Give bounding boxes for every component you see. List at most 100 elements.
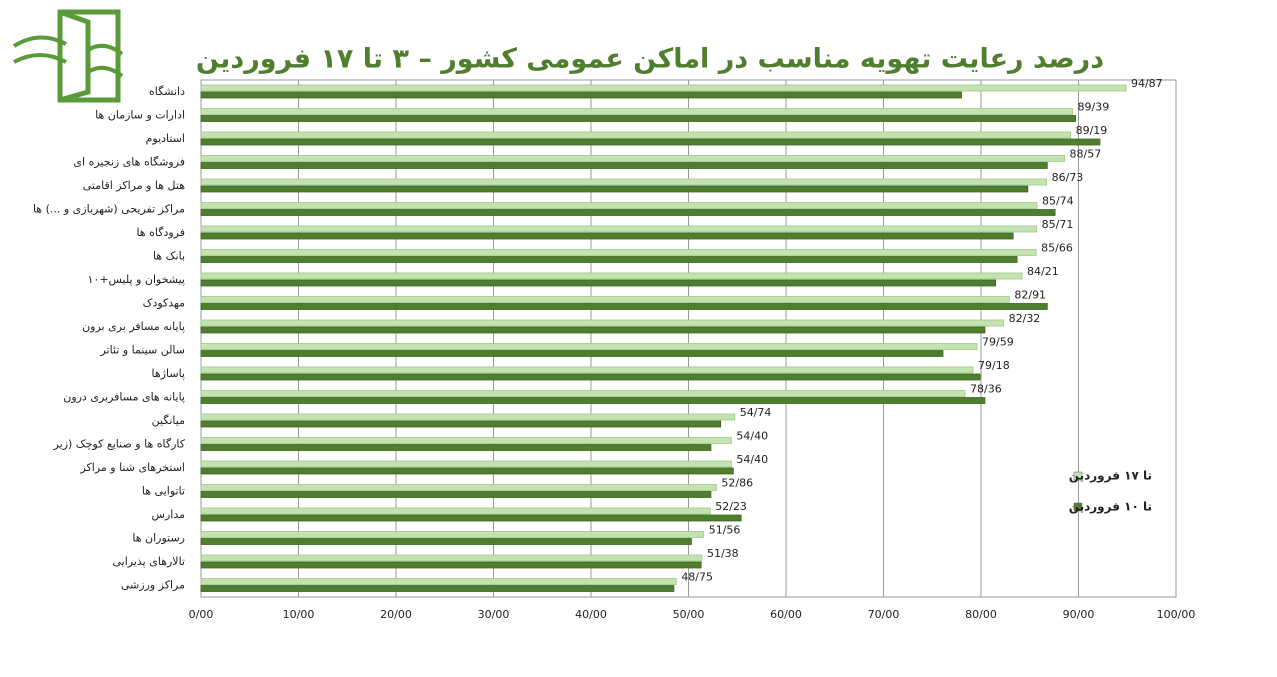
y-tick-label: میانگین [152,414,186,427]
bar [200,303,1048,310]
y-tick-label: استخرهای شنا و مراکز [79,461,185,474]
value-label: 94/87 [1131,77,1163,90]
bar [200,115,1076,122]
bar [200,279,997,287]
bar [200,444,712,451]
y-tick-label: پیشخوان و پلیس+۱۰ [87,273,185,286]
bar [200,585,675,592]
bar [200,491,712,498]
value-label: 89/39 [1078,101,1110,114]
y-tick-label: تاتوایی ها [142,484,185,497]
bar [200,561,702,569]
value-label: 86/73 [1052,171,1084,184]
y-tick-label: پایانه مسافر بری برون [82,320,185,333]
bar [200,578,677,585]
bar [200,319,1005,327]
value-label: 52/23 [715,500,747,513]
bar [200,554,703,562]
y-tick-label: پایانه های مسافربری درون [63,390,185,403]
value-label: 79/59 [982,336,1014,349]
value-label: 88/57 [1070,148,1102,161]
x-tick-label: 60/00 [770,608,802,621]
value-label: 54/40 [736,453,768,466]
x-tick-label: 20/00 [380,608,412,621]
bar [200,84,1127,92]
value-label: 54/40 [736,430,768,443]
x-tick-label: 40/00 [575,608,607,621]
bar [200,209,1056,216]
x-tick-label: 100/00 [1157,608,1196,621]
bar [200,420,722,428]
bar [200,413,736,421]
bar [200,507,711,515]
bar [200,397,986,404]
y-tick-label: هتل ها و مراکز اقامتی [83,179,185,192]
bar [200,272,1023,280]
bar [200,343,978,350]
value-label: 85/74 [1042,195,1074,208]
y-tick-label: مدارس [152,508,186,521]
y-tick-label: کارگاه ها و صنایع کوچک (زیر [53,437,186,450]
bar [200,225,1038,233]
legend-text: تا ۱۰ فروردین [1069,500,1152,515]
bar [200,326,986,334]
x-tick-label: 80/00 [965,608,997,621]
bar [200,131,1072,139]
bar [200,350,944,357]
x-tick-label: 90/00 [1063,608,1095,621]
bar [200,108,1073,115]
bar [200,390,966,397]
value-label: 82/32 [1009,312,1041,325]
value-label: 52/86 [721,477,753,490]
value-label: 84/21 [1027,265,1059,278]
bar [200,185,1029,193]
value-label: 54/74 [740,406,772,419]
legend-swatch [1073,471,1083,481]
bar [200,138,1101,146]
chart-title: درصد رعایت تهویه مناسب در اماکن عمومی کش… [196,44,1104,75]
y-tick-label: سالن سینما و تئاتر [99,343,185,356]
value-label: 85/66 [1041,242,1073,255]
bar [200,162,1048,169]
bar [200,373,981,381]
value-label: 51/38 [707,547,739,560]
legend-text: تا ۱۷ فروردین [1069,469,1152,484]
y-tick-label: بانک ها [153,249,185,262]
y-tick-label: فرودگاه ها [136,226,185,239]
value-label: 89/19 [1076,124,1108,137]
y-tick-label: مراکز تفریحی (شهربازی و ...) ها [33,202,185,215]
value-label: 85/71 [1042,218,1074,231]
bar [200,467,734,475]
bar [200,256,1018,263]
y-tick-label: ادارات و سازمان ها [95,108,185,121]
bar [200,437,732,444]
y-tick-label: رستوران ها [132,531,185,544]
value-label: 51/56 [709,524,741,537]
x-tick-label: 0/00 [189,608,214,621]
y-tick-label: تالارهای پذیرایی [112,555,185,568]
bar [200,514,742,522]
y-tick-label: فروشگاه های زنجیره ای [73,155,185,168]
legend-swatch [1073,502,1083,512]
bar [200,538,692,545]
x-tick-label: 30/00 [478,608,510,621]
bar [200,91,962,99]
y-tick-label: مراکز ورزشی [121,578,185,591]
bar [200,460,732,468]
bar [200,484,717,491]
logo [12,9,124,103]
x-tick-label: 10/00 [283,608,315,621]
value-label: 48/75 [681,571,713,584]
x-tick-label: 50/00 [673,608,705,621]
x-tick-label: 70/00 [868,608,900,621]
value-label: 82/91 [1014,289,1046,302]
bar [200,366,974,374]
y-tick-label: پاساژها [152,367,185,380]
y-tick-label: مهدکودک [143,296,186,309]
bar [200,296,1010,303]
bar [200,232,1014,240]
y-tick-label: استادیوم [146,132,185,145]
y-tick-label: دانشگاه [149,85,185,98]
bar [200,155,1065,162]
bar [200,249,1037,256]
